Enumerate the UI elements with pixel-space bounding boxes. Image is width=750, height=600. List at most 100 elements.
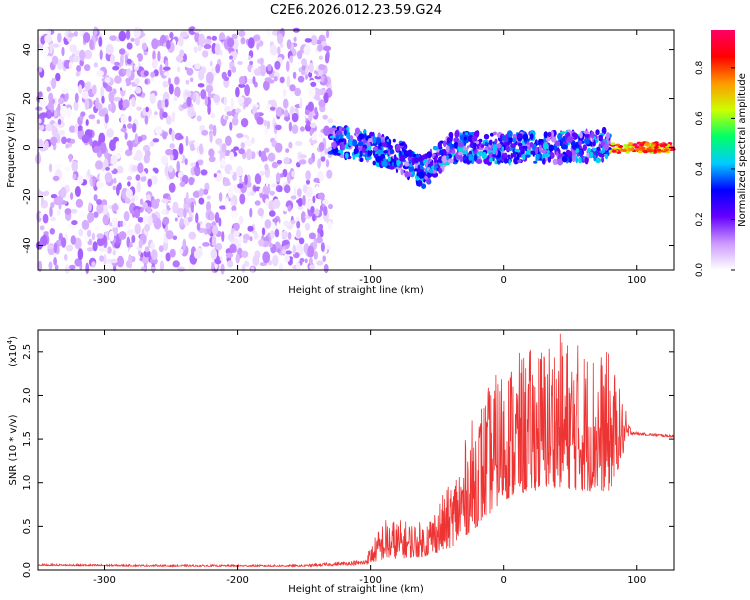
spectrogram-cell (58, 97, 65, 105)
spectrogram-cell (229, 243, 237, 253)
spectrogram-cell (115, 234, 120, 246)
spectrogram-cell (51, 55, 59, 66)
spectrogram-cell (318, 142, 325, 152)
spectrogram-cell (534, 147, 539, 155)
spectrogram-cell (71, 160, 78, 172)
spectrogram-cell (312, 195, 316, 204)
spectrogram-cell (178, 171, 184, 178)
spectrogram-cell (579, 145, 582, 150)
spectrogram-cell (105, 166, 110, 171)
spectrogram-cell (323, 263, 329, 274)
spectrogram-cell (451, 149, 456, 154)
spectrogram-cell (254, 173, 262, 185)
spectrogram-cell (214, 259, 222, 265)
spectrogram-cell (426, 151, 433, 159)
spectrogram-cell (299, 126, 305, 132)
spectrogram-cell (267, 63, 272, 72)
colorbar-tick-label: 0.4 (695, 162, 705, 177)
spectrogram-cell (61, 237, 67, 248)
spectrogram-cell (261, 227, 266, 236)
spectrogram-cell (289, 84, 296, 92)
spectrogram-cell (202, 188, 209, 195)
spectrogram-cell (161, 155, 169, 165)
spectrogram-cell (423, 178, 426, 183)
spectrogram-cell (366, 142, 371, 147)
spectrogram-cell (285, 148, 290, 153)
spectrogram-cell (305, 170, 311, 181)
spectrogram-cell (162, 209, 167, 215)
spectrogram-cell (656, 148, 662, 152)
spectrogram-cell (545, 137, 551, 142)
spectrogram-cell (337, 134, 344, 138)
spectrogram-cell (134, 36, 140, 47)
spectrogram-cell (198, 69, 205, 81)
spectrogram-cell (251, 137, 255, 144)
spectrogram-cell (136, 181, 141, 193)
spectrogram-cell (206, 71, 214, 84)
spectrogram-cell (164, 98, 169, 108)
spectrogram-cell (250, 191, 255, 196)
spectrogram-cell (159, 260, 164, 272)
spectrogram-cell (327, 118, 334, 124)
spectrogram-cell (302, 195, 306, 206)
spectrogram-cell (598, 134, 604, 139)
spectrogram-cell (471, 135, 478, 142)
spectrogram-cell (200, 89, 207, 100)
spectrogram-cell (281, 240, 290, 245)
spectrogram-cell (208, 148, 215, 157)
y-tick-label: 20 (22, 92, 33, 105)
spectrogram-cell (593, 154, 597, 162)
spectrogram-cell (281, 140, 287, 147)
spectrogram-cell (575, 156, 578, 164)
spectrogram-cell (44, 140, 49, 151)
spectrogram-cell (94, 224, 100, 232)
spectrogram-cell (154, 111, 158, 116)
spectrogram-cell (186, 96, 192, 108)
spectrogram-cell (359, 157, 364, 162)
spectrogram-cell (459, 134, 466, 141)
y-tick-label: 1.5 (22, 431, 33, 447)
spectrogram-cell (322, 199, 329, 205)
spectrogram-cell (123, 211, 130, 222)
spectrogram-cell (136, 53, 143, 62)
spectrogram-cell (147, 215, 153, 227)
spectrogram-cell (55, 72, 61, 82)
spectrogram-cell (286, 60, 290, 72)
spectrogram-cell (388, 166, 395, 170)
spectrogram-cell (203, 38, 212, 45)
spectrogram-cell (235, 108, 241, 114)
spectrogram-cell (146, 206, 152, 215)
spectrogram-cell (126, 42, 133, 50)
spectrogram-cell (446, 154, 449, 161)
spectrogram-cell (163, 66, 171, 71)
spectrogram-cell (308, 62, 314, 73)
spectrogram-cell (176, 160, 180, 173)
spectrogram-cell (89, 137, 93, 146)
spectrogram-cell (408, 149, 413, 158)
snr-panel: -300 -200 -100 0 100 0.0 0.5 1.0 1.5 2.0 2.5 Heig… (6, 329, 675, 595)
spectrogram-cell (190, 143, 195, 152)
spectrogram-cell (480, 144, 485, 148)
spectrogram-cell (307, 245, 315, 258)
spectrogram-cell (557, 132, 563, 141)
spectrogram-cell (137, 136, 143, 143)
spectrogram-cell (264, 163, 269, 171)
spectrogram-cell (247, 225, 254, 232)
colorbar-ticks: 0.0 0.2 0.4 0.6 0.8 (695, 60, 735, 277)
spectrogram-cell (246, 252, 254, 260)
snr-x-ticks: -300 -200 -100 0 100 (93, 330, 646, 586)
spectrogram-cell (233, 146, 240, 151)
spectrogram-cell (210, 112, 215, 119)
spectrogram-cell (632, 143, 638, 147)
spectrogram-cell (589, 141, 593, 147)
spectrogram-cell (111, 217, 118, 228)
spectrogram-cell (571, 132, 577, 138)
spectrogram-cell (109, 35, 118, 41)
spectrogram-cell (200, 169, 208, 176)
spectrogram-cell (404, 153, 409, 157)
spectrogram-cell (225, 135, 232, 146)
spectrogram-cell (59, 176, 66, 189)
spectrogram-cell (145, 106, 149, 113)
spectrogram-cell (116, 255, 124, 268)
spectrogram-cell (225, 252, 234, 258)
